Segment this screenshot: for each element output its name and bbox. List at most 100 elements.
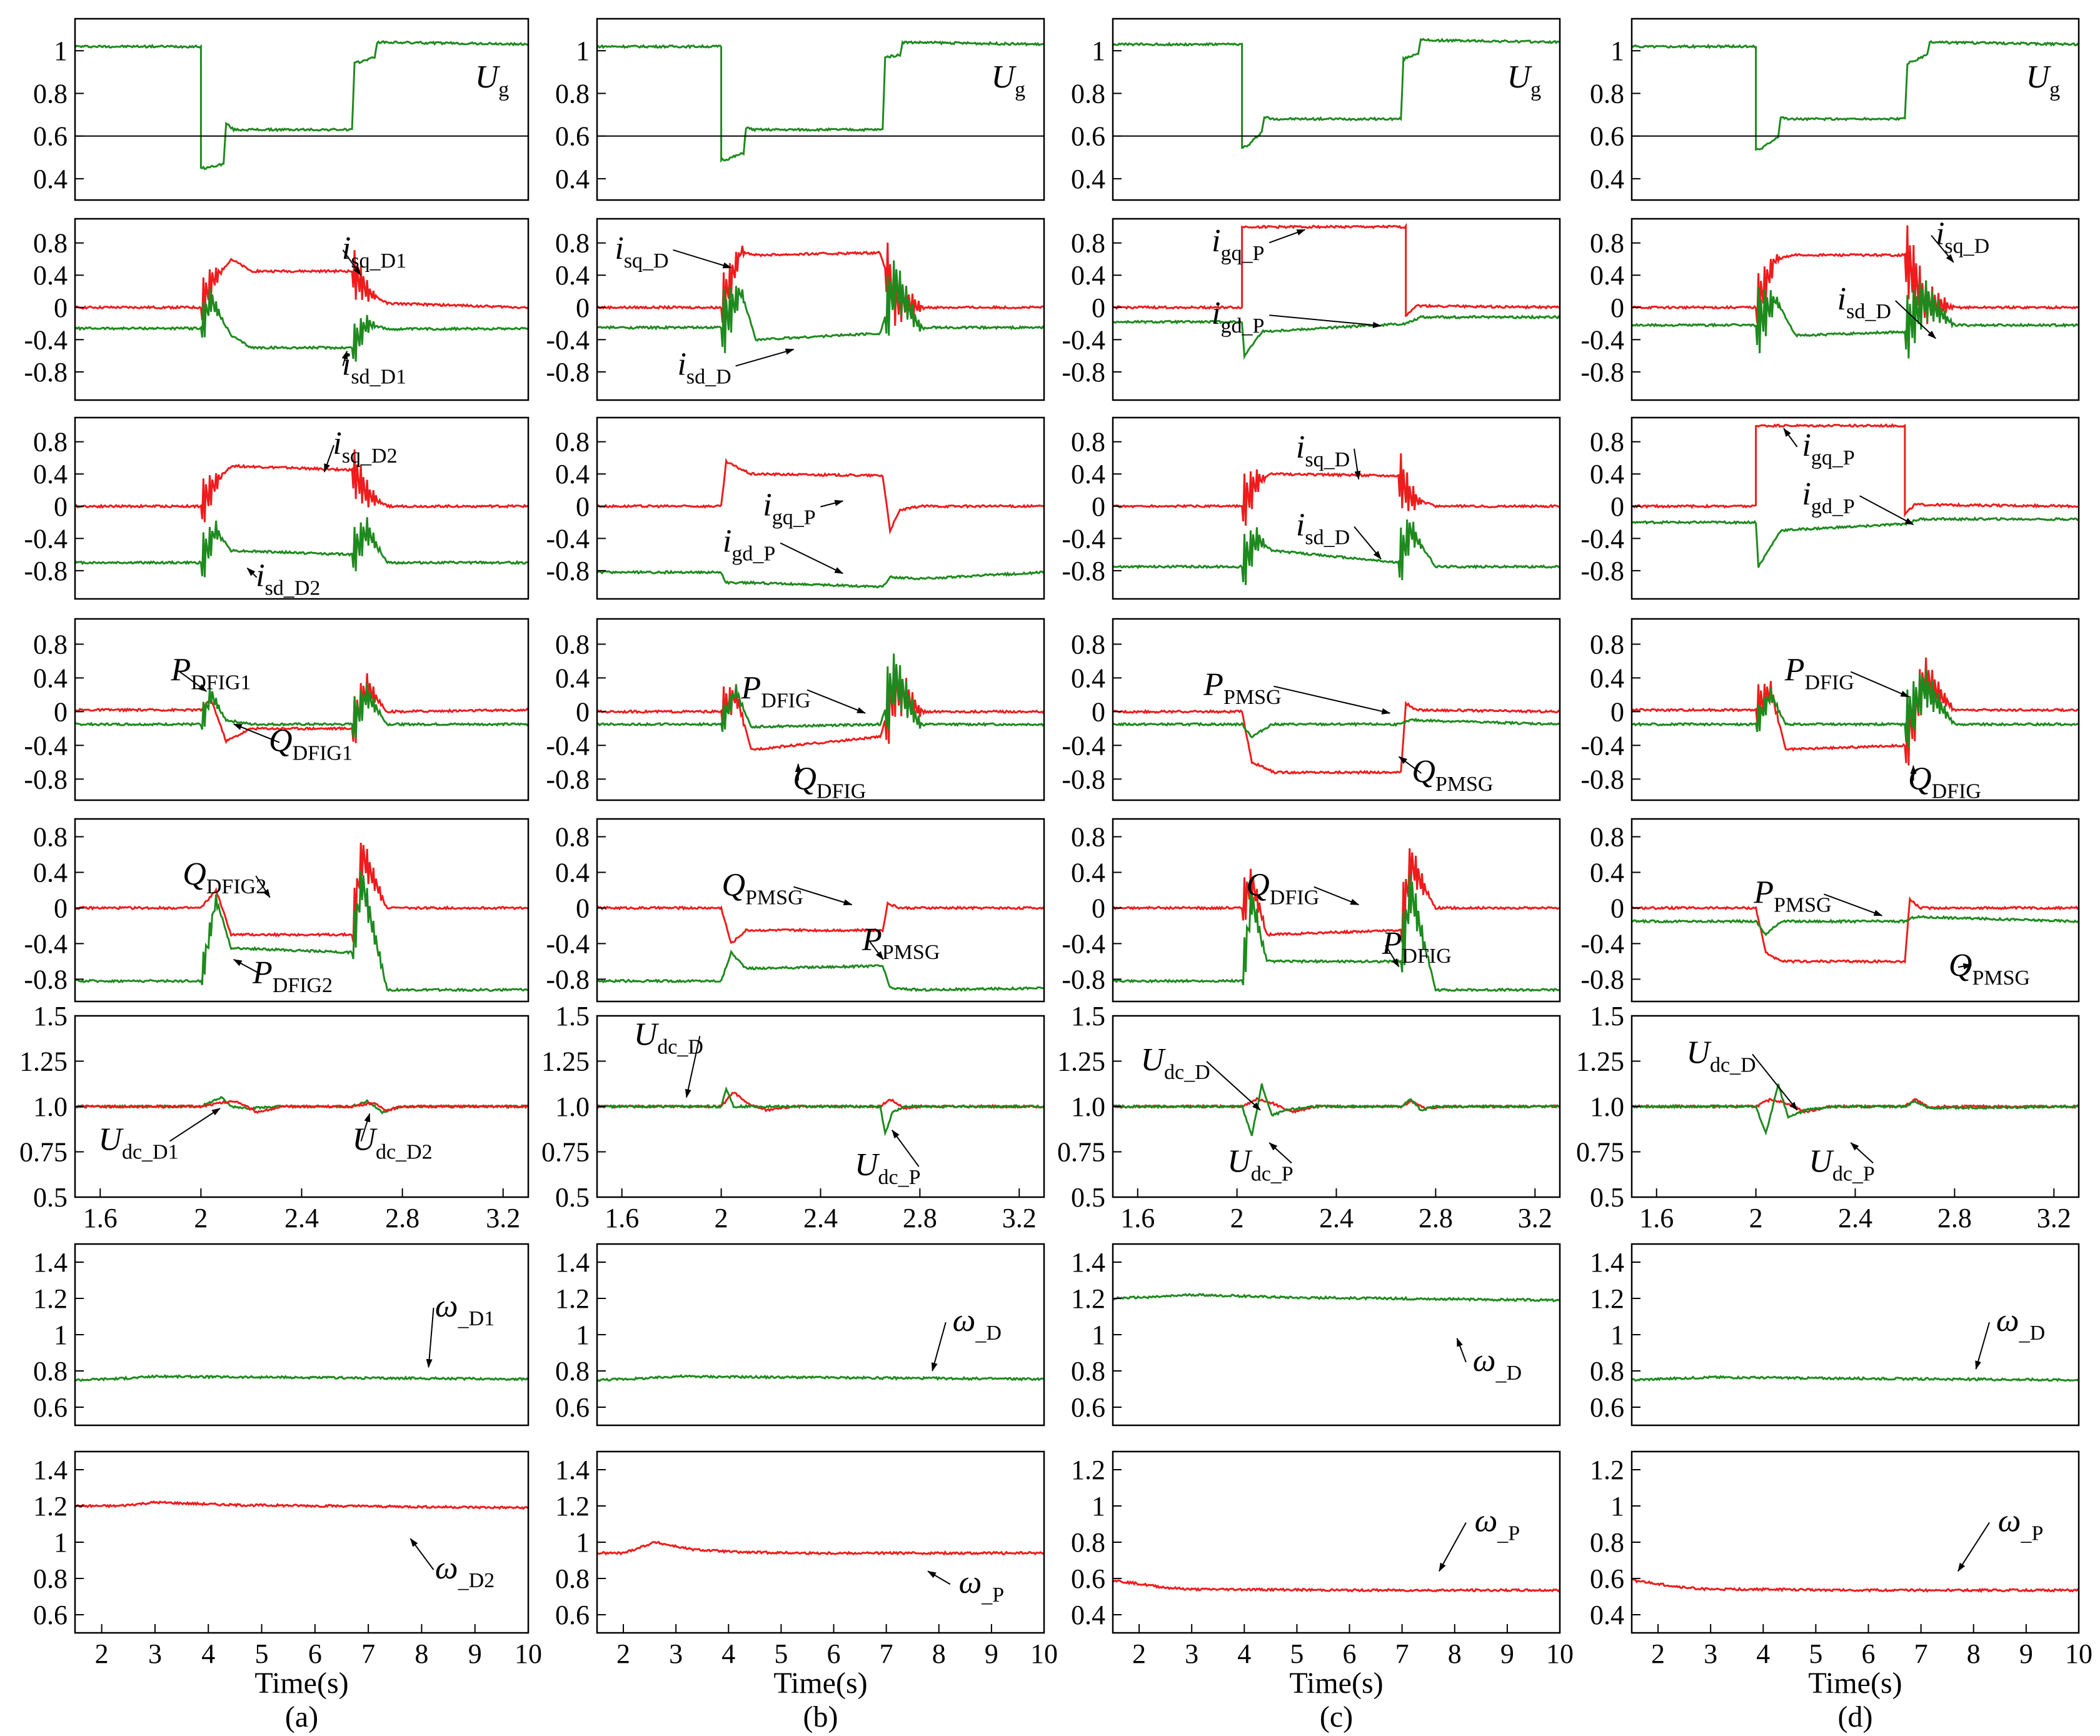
ytick-label: -0.8 [24, 357, 68, 388]
series-annotation: PDFIG [740, 671, 810, 713]
ytick-label: 1 [576, 1527, 590, 1558]
xtick-label: 2.8 [385, 1203, 419, 1233]
xtick-label: 4 [201, 1638, 215, 1669]
panel-6-d: 1.5 1.25 1.0 0.75 0.5 1.6 2 2.4 2.8 3.2 Udc_D Udc_P [1576, 1001, 2080, 1233]
series-isq_D [1112, 453, 1560, 526]
ytick-label: 0.8 [555, 821, 590, 852]
xtick-label: 2.8 [1419, 1203, 1453, 1233]
ytick-label: 0.6 [1590, 121, 1624, 152]
series-ω_P [1631, 1578, 2080, 1593]
annotation-arrow [426, 1307, 435, 1368]
plot-frame [1630, 818, 2080, 1003]
ytick-label: 1.2 [1590, 1283, 1624, 1314]
plot-frame [1112, 218, 1561, 401]
annotation-arrow [1975, 1322, 1991, 1370]
ytick-label: -0.4 [1580, 730, 1624, 761]
series-QPMSG [1112, 700, 1561, 775]
xtick-label: 8 [1448, 1638, 1462, 1669]
series-annotation: ω_D [953, 1303, 1002, 1345]
xtick-label: 6 [827, 1638, 841, 1669]
ytick-label: 1.4 [33, 1247, 68, 1278]
series-Ug [1112, 38, 1560, 149]
series-annotation: isq_D2 [333, 426, 397, 468]
ytick-label: 0.4 [1071, 857, 1105, 888]
panel-4-c: 0.80.40-0.4-0.8 PPMSG QPMSG [1062, 618, 1561, 801]
annotation-arrow [1931, 234, 1954, 263]
ytick-label: 0 [1092, 293, 1105, 323]
panel-4-d: 0.80.40-0.4-0.8 PDFIG QDFIG [1580, 618, 2080, 803]
ytick-label: 0.8 [33, 228, 68, 259]
ytick-label: 0.8 [1071, 629, 1105, 660]
ytick-label: 0.8 [1071, 78, 1105, 109]
annotation-arrow [409, 1538, 435, 1570]
annotation-arrow [1269, 229, 1306, 244]
series-ω_D [1631, 1375, 2080, 1382]
plot-frame [596, 416, 1045, 600]
ytick-label: 0.4 [1590, 260, 1624, 291]
series-igd_P [1112, 314, 1561, 360]
series-Udc_P [1631, 1083, 2080, 1136]
ytick-label: 0.6 [555, 1392, 590, 1423]
series-annotation: isq_D1 [342, 231, 406, 273]
ytick-label: 0.4 [33, 459, 68, 489]
ytick-label: 1.25 [19, 1046, 68, 1077]
ytick-label: 0 [1610, 491, 1624, 522]
x-axis-label: Time(s) [1808, 1667, 1902, 1700]
panel-1-c: 1 0.8 0.6 0.4 Ug [1071, 18, 1561, 201]
series-Udc_D2 [74, 1100, 529, 1114]
ytick-label: 0.4 [1590, 663, 1624, 693]
annotation-arrow [233, 723, 280, 743]
ytick-label: 0.8 [555, 228, 590, 259]
xtick-label: 9 [2019, 1638, 2033, 1669]
series-PDFIG [1112, 874, 1560, 993]
ytick-label: 0.4 [33, 663, 68, 693]
ytick-label: 1.4 [1590, 1247, 1624, 1278]
series-annotation: PPMSG [1203, 667, 1281, 709]
panel-2-b: 0.80.40-0.4-0.8 isq_D isd_D [546, 218, 1045, 401]
annotation-arrow [1752, 1053, 1798, 1111]
series-QDFIG2 [74, 842, 529, 942]
series-annotation: ω_D [1996, 1303, 2045, 1345]
ytick-label: -0.8 [24, 556, 68, 586]
plot-frame [596, 618, 1045, 801]
ytick-label: -0.8 [1580, 556, 1624, 586]
ytick-label: 0.6 [1071, 1563, 1105, 1594]
ytick-label: 0 [576, 893, 590, 923]
series-annotation: ω_P [1998, 1503, 2044, 1545]
series-ω_D2 [74, 1500, 529, 1510]
ytick-label: 0.4 [1590, 857, 1624, 888]
plot-frame [1112, 818, 1561, 1003]
ytick-label: -0.4 [24, 523, 68, 554]
plot-frame [596, 818, 1045, 1003]
plot-frame [1112, 1243, 1561, 1427]
ytick-label: 0.4 [1590, 459, 1624, 489]
series-QDFIG [596, 658, 1045, 751]
ytick-label: 0.75 [541, 1137, 590, 1168]
ytick-label: -0.4 [546, 730, 590, 761]
ytick-label: 1.2 [555, 1491, 590, 1522]
ytick-label: 0.6 [1071, 121, 1105, 152]
ytick-label: -0.4 [24, 324, 68, 355]
annotation-arrow [1398, 756, 1422, 774]
panel-1-d: 1 0.8 0.6 0.4 Ug [1590, 18, 2080, 201]
xtick-label: 1.6 [1639, 1203, 1674, 1233]
plot-frame [74, 818, 530, 1003]
annotation-arrow [931, 1322, 947, 1372]
ytick-label: 0 [54, 491, 68, 522]
ytick-label: -0.8 [1580, 764, 1624, 795]
ytick-label: 0.4 [1590, 164, 1624, 194]
series-annotation: QPMSG [1412, 754, 1493, 796]
ytick-label: -0.8 [24, 964, 68, 995]
series-annotation: QDFIG2 [183, 856, 266, 898]
annotation-arrow [1385, 945, 1400, 968]
plot-frame [74, 1243, 530, 1427]
series-annotation: PPMSG [862, 922, 940, 964]
series-igd_P [596, 569, 1045, 589]
series-annotation: QDFIG [793, 761, 866, 803]
series-annotation: QDFIG1 [269, 723, 353, 765]
ytick-label: 0.8 [1071, 821, 1105, 852]
series-annotation: PDFIG [1784, 653, 1854, 695]
series-annotation: Udc_D [634, 1016, 703, 1058]
ytick-label: 0.8 [1590, 1356, 1624, 1387]
